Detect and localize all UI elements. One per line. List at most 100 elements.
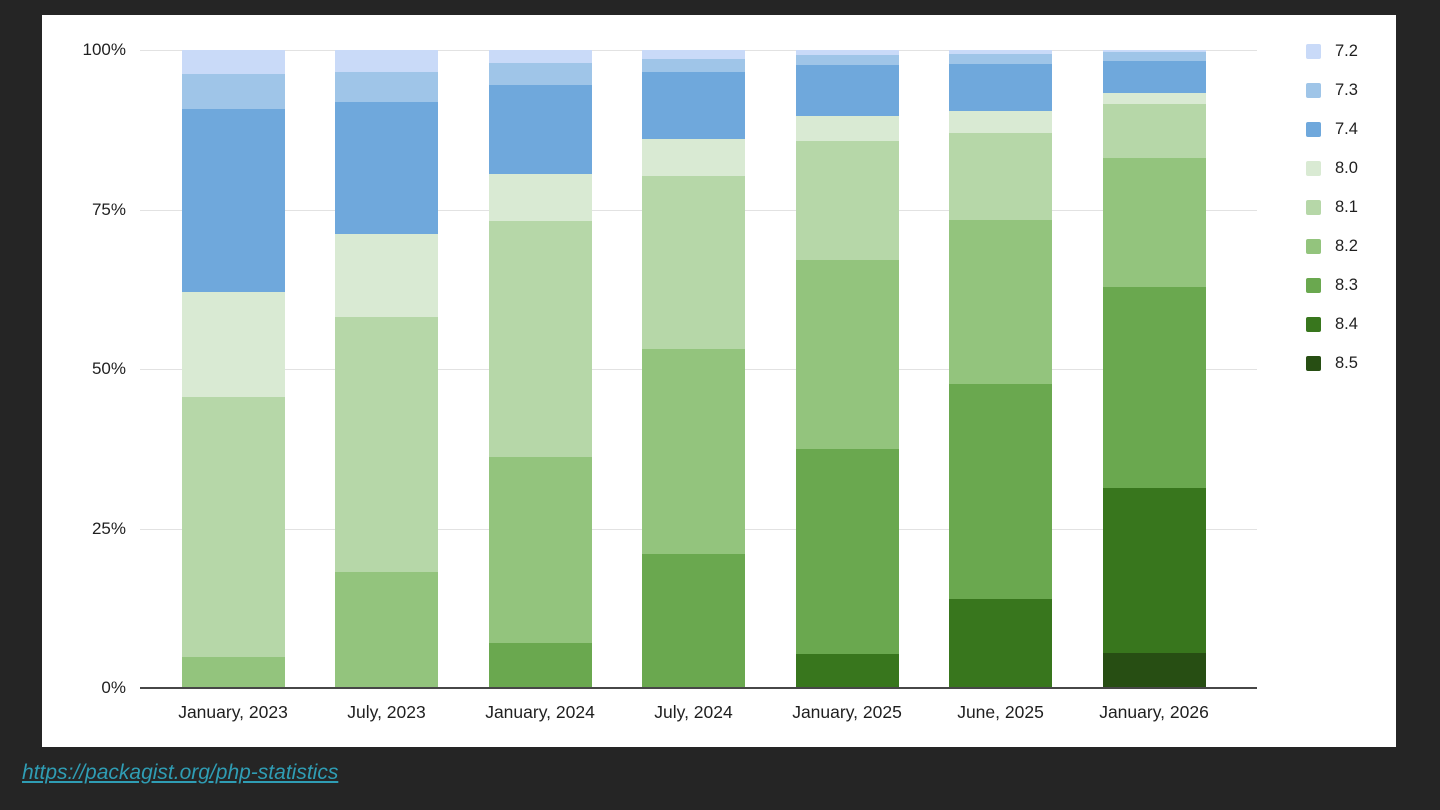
chart-panel[interactable]: 100% 75% 50% 25% 0% January, 2023 July, 2023 Ja… xyxy=(42,15,1396,747)
bar-segment-php-8.4 xyxy=(949,598,1052,688)
y-axis-tick-label: 75% xyxy=(91,199,126,219)
legend-swatch-icon xyxy=(1306,317,1321,332)
y-axis-tick-label: 100% xyxy=(82,40,126,59)
legend-label: 8.3 xyxy=(1335,276,1358,294)
bar-segment-php-8.1 xyxy=(795,140,899,260)
legend-label: 8.2 xyxy=(1335,237,1358,255)
y-axis-tick-label: 0% xyxy=(101,678,126,697)
bar-segment-php-8.0 xyxy=(949,111,1052,133)
bar-segment-php-8.2 xyxy=(181,656,285,688)
legend-item-php-7.2: 7.2 xyxy=(1306,42,1358,60)
bar-segment-php-7.2 xyxy=(335,50,438,73)
bar-segment-php-8.1 xyxy=(181,397,285,657)
bar-segment-php-7.2 xyxy=(949,50,1052,55)
legend-label: 7.3 xyxy=(1335,81,1358,99)
bar-segment-php-8.3 xyxy=(795,449,899,654)
legend-item-php-8.0: 8.0 xyxy=(1306,159,1358,177)
bar-segment-php-8.1 xyxy=(488,220,592,457)
bar-segment-php-7.3 xyxy=(795,55,899,66)
x-axis-category-label: January, 2023 xyxy=(178,702,288,722)
bar-segment-php-8.2 xyxy=(949,220,1052,384)
bar-segment-php-7.3 xyxy=(335,72,438,102)
stacked-bar xyxy=(488,50,592,688)
bar-segment-php-8.3 xyxy=(1102,287,1206,488)
bar-segment-php-8.0 xyxy=(795,115,899,141)
bar-segment-php-7.2 xyxy=(488,50,592,64)
bar-segment-php-8.0 xyxy=(335,234,438,317)
bar-segment-php-7.4 xyxy=(1102,60,1206,93)
legend-label: 8.1 xyxy=(1335,198,1358,216)
bar-segment-php-7.2 xyxy=(642,50,745,59)
bar-segment-php-8.0 xyxy=(1102,92,1206,105)
legend-label: 8.5 xyxy=(1335,354,1358,372)
bar-segment-php-7.4 xyxy=(949,64,1052,112)
legend-item-php-7.3: 7.3 xyxy=(1306,81,1358,99)
x-axis-category-label: January, 2026 xyxy=(1099,702,1209,722)
bar-segment-php-7.3 xyxy=(181,73,285,109)
stacked-bar xyxy=(335,50,438,688)
y-axis-tick-label: 50% xyxy=(91,359,126,378)
stacked-bar xyxy=(181,50,285,688)
bar-segment-php-7.2 xyxy=(1102,50,1206,52)
bar-segment-php-7.4 xyxy=(335,101,438,235)
bar-segment-php-7.3 xyxy=(1102,51,1206,61)
stacked-bar xyxy=(642,50,745,688)
bar-segment-php-7.4 xyxy=(795,65,899,116)
bar-segment-php-8.0 xyxy=(642,139,745,177)
stacked-bar xyxy=(1102,50,1206,688)
bar-segment-php-7.4 xyxy=(642,71,745,140)
legend-item-php-8.4: 8.4 xyxy=(1306,315,1358,333)
bar-segment-php-8.3 xyxy=(488,643,592,688)
bar-segment-php-8.1 xyxy=(642,176,745,350)
plot-area: 100% 75% 50% 25% 0% January, 2023 July, 2023 Ja… xyxy=(83,40,1257,722)
legend-swatch-icon xyxy=(1306,161,1321,176)
legend-swatch-icon xyxy=(1306,83,1321,98)
legend-swatch-icon xyxy=(1306,356,1321,371)
x-axis-category-label: January, 2024 xyxy=(485,702,595,722)
legend-label: 8.4 xyxy=(1335,315,1358,333)
legend-swatch-icon xyxy=(1306,122,1321,137)
legend-swatch-icon xyxy=(1306,44,1321,59)
stacked-bar xyxy=(949,50,1052,688)
legend-label: 8.0 xyxy=(1335,159,1358,177)
bar-segment-php-7.4 xyxy=(488,85,592,175)
bar-segment-php-8.1 xyxy=(949,132,1052,221)
chart-legend: 7.2 7.3 7.4 8.0 8.1 8.2 8.3 8.4 8.5 xyxy=(1306,42,1358,372)
legend-label: 7.4 xyxy=(1335,120,1358,138)
bar-segment-php-8.0 xyxy=(181,292,285,398)
x-axis-line xyxy=(140,687,1257,689)
bar-segment-php-8.2 xyxy=(1102,157,1206,288)
bar-segment-php-7.3 xyxy=(949,54,1052,65)
bar-segment-php-8.2 xyxy=(335,571,438,688)
legend-swatch-icon xyxy=(1306,278,1321,293)
legend-item-php-8.2: 8.2 xyxy=(1306,237,1358,255)
legend-item-php-8.3: 8.3 xyxy=(1306,276,1358,294)
bar-segment-php-7.4 xyxy=(181,108,285,293)
x-axis-category-label: July, 2023 xyxy=(347,702,426,722)
bar-segment-php-7.2 xyxy=(181,50,285,74)
legend-label: 7.2 xyxy=(1335,42,1358,60)
bar-segment-php-8.3 xyxy=(949,383,1052,599)
bar-segment-php-8.2 xyxy=(795,259,899,450)
bar-segment-php-8.2 xyxy=(488,457,592,644)
bar-segment-php-7.3 xyxy=(642,58,745,72)
legend-swatch-icon xyxy=(1306,200,1321,215)
bar-segment-php-8.3 xyxy=(642,553,745,688)
legend-item-php-8.1: 8.1 xyxy=(1306,198,1358,216)
y-axis-tick-label: 25% xyxy=(91,518,126,538)
x-axis-category-label: January, 2025 xyxy=(792,702,902,722)
bar-segment-php-8.0 xyxy=(488,174,592,221)
source-link[interactable]: https://packagist.org/php-statistics xyxy=(22,761,339,784)
bar-segment-php-7.3 xyxy=(488,63,592,86)
legend-item-php-7.4: 7.4 xyxy=(1306,120,1358,138)
legend-swatch-icon xyxy=(1306,239,1321,254)
bar-segment-php-7.2 xyxy=(795,50,899,56)
x-axis-category-label: June, 2025 xyxy=(957,702,1044,722)
bar-segment-php-8.4 xyxy=(1102,487,1206,654)
bar-segment-php-8.2 xyxy=(642,349,745,554)
bar-segment-php-8.4 xyxy=(795,653,899,688)
stacked-bar xyxy=(795,50,899,688)
bar-segment-php-8.5 xyxy=(1102,653,1206,688)
legend-item-php-8.5: 8.5 xyxy=(1306,354,1358,372)
x-axis-category-label: July, 2024 xyxy=(654,702,733,722)
